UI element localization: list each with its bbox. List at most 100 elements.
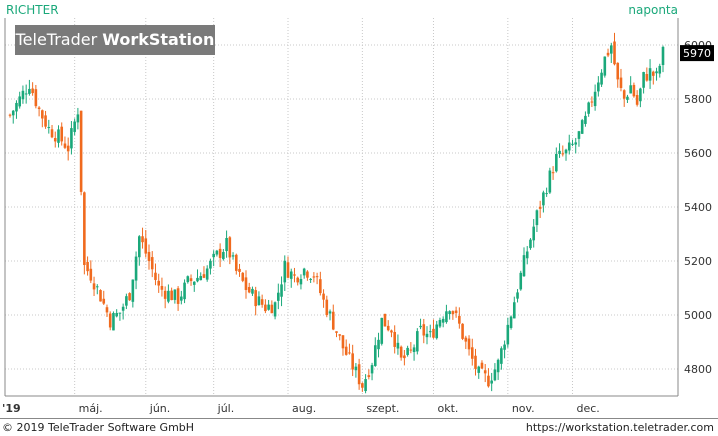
candle-body — [147, 251, 151, 262]
candle-body — [89, 268, 93, 281]
candle-body — [225, 237, 228, 252]
candle-body — [267, 304, 270, 310]
candle-body — [412, 347, 416, 353]
candle-body — [597, 82, 600, 92]
candle-body — [652, 71, 655, 76]
axes: 4800500052005400560058006000'19máj.jún.j… — [2, 18, 714, 415]
candle-body — [590, 101, 594, 103]
candle-body — [15, 102, 18, 112]
candle-body — [600, 72, 603, 85]
candle-body — [500, 348, 503, 364]
candle-body — [629, 85, 632, 94]
candle-body — [348, 352, 351, 354]
y-tick-label: 5200 — [684, 255, 712, 268]
candle-body — [115, 312, 118, 317]
candle-body — [658, 65, 662, 74]
candle-body — [24, 93, 28, 95]
candle-body — [189, 278, 193, 282]
candle-body — [251, 288, 254, 294]
candle-body — [496, 359, 500, 373]
candle-body — [8, 114, 12, 116]
candle-body — [577, 131, 581, 139]
candle-body — [99, 290, 102, 302]
candle-body — [157, 280, 161, 286]
candle-body — [257, 296, 261, 306]
candle-body — [47, 127, 51, 129]
candle-body — [205, 268, 209, 280]
candle-body — [386, 325, 390, 331]
candle-body — [464, 337, 468, 342]
candle-body — [183, 282, 186, 300]
candle-body — [53, 138, 57, 142]
candle-body — [296, 277, 300, 283]
y-tick-label: 4800 — [684, 363, 712, 376]
candle-body — [277, 292, 280, 301]
candle-body — [525, 251, 529, 259]
candle-body — [244, 277, 248, 290]
candle-body — [409, 349, 413, 351]
candle-body — [260, 299, 264, 305]
candle-body — [529, 239, 532, 249]
candle-body — [37, 107, 41, 110]
candle-body — [338, 334, 342, 336]
candle-body — [289, 271, 293, 279]
y-tick-label: 5600 — [684, 147, 712, 160]
candle-body — [273, 302, 277, 317]
candle-body — [626, 96, 629, 100]
candle-body — [516, 292, 519, 299]
candle-body — [186, 276, 190, 283]
candle-body — [512, 302, 516, 319]
candle-body — [270, 304, 274, 314]
candle-body — [50, 129, 54, 138]
candle-body — [571, 143, 574, 145]
candle-body — [545, 193, 548, 195]
candle-body — [548, 170, 552, 193]
candle-body — [470, 347, 474, 359]
candle-body — [509, 316, 513, 328]
candle-body — [419, 325, 422, 328]
candle-body — [567, 142, 571, 151]
ticker-label: RICHTER — [6, 3, 59, 17]
candle-body — [325, 299, 329, 316]
candle-body — [561, 153, 565, 155]
candle-body — [34, 89, 38, 107]
candle-body — [632, 84, 636, 97]
candle-body — [635, 95, 639, 105]
candle-body — [66, 145, 70, 152]
candle-body — [79, 110, 83, 192]
last-price-box — [680, 45, 714, 62]
candle-body — [642, 72, 645, 88]
candle-body — [60, 126, 64, 142]
candle-body — [619, 77, 623, 88]
candle-body — [83, 192, 86, 266]
candle-body — [639, 88, 642, 102]
candle-body — [483, 370, 487, 374]
candle-body — [383, 313, 387, 327]
candle-body — [535, 210, 539, 226]
candle-body — [361, 383, 364, 388]
candle-body — [176, 288, 180, 304]
candle-body — [212, 253, 215, 258]
candle-body — [302, 268, 306, 276]
candle-body — [331, 311, 335, 330]
footer-link[interactable]: https://workstation.teletrader.com — [525, 421, 714, 434]
candle-body — [403, 355, 406, 359]
candle-body — [390, 330, 393, 333]
y-tick-label: 5400 — [684, 201, 712, 214]
candle-body — [173, 289, 177, 300]
candle-body — [451, 311, 455, 315]
candle-body — [128, 293, 131, 301]
candle-body — [231, 255, 235, 257]
x-tick-label: szept. — [366, 402, 399, 415]
candle-body — [661, 46, 665, 66]
candle-body — [593, 91, 597, 107]
candle-body — [44, 115, 47, 127]
candle-body — [215, 250, 219, 255]
teletrader-logo: TeleTrader WorkStation — [15, 25, 215, 55]
candle-body — [41, 110, 44, 119]
candle-body — [373, 345, 377, 366]
candle-body — [141, 236, 144, 243]
candle-body — [551, 172, 555, 174]
candle-body — [467, 338, 471, 350]
candle-body — [309, 278, 312, 280]
